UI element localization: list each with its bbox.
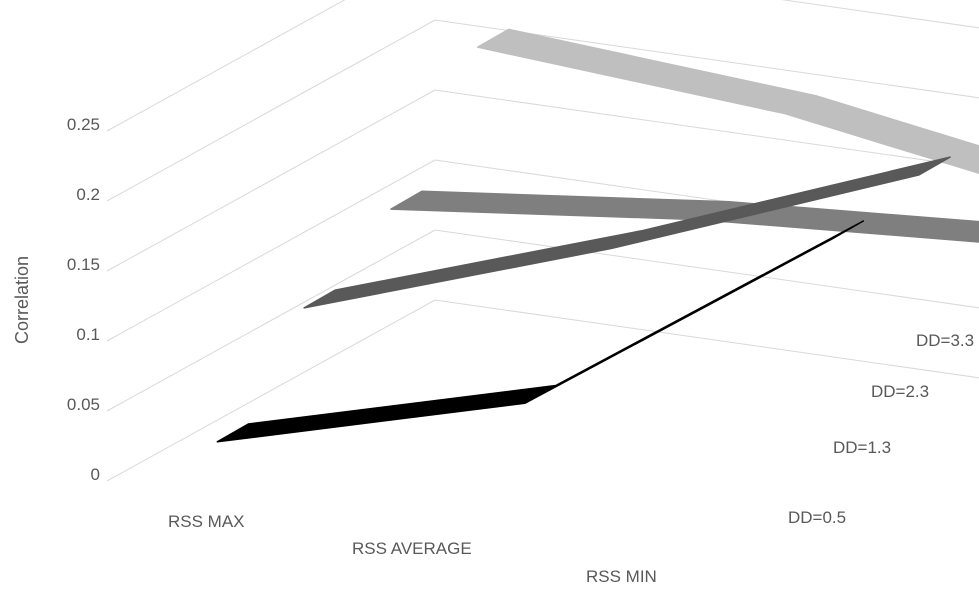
x-category-label: RSS MIN — [586, 567, 657, 586]
series-label: DD=2.3 — [871, 382, 929, 401]
gridline-back-wall — [434, 299, 979, 379]
y-tick-label: 0.05 — [67, 395, 100, 414]
y-tick-label: 0.25 — [67, 115, 100, 134]
x-category-label: RSS AVERAGE — [352, 539, 472, 558]
y-tick-label: 0.15 — [67, 255, 100, 274]
y-tick-label: 0 — [91, 465, 100, 484]
gridline-left-wall — [106, 0, 346, 132]
gridline-left-wall — [106, 159, 436, 342]
y-tick-label: 0.2 — [76, 185, 100, 204]
series-ribbon-dd-1-3 — [303, 156, 951, 309]
grid-layer — [106, 0, 979, 482]
gridline-left-wall — [106, 299, 436, 482]
series-label: DD=1.3 — [833, 438, 891, 457]
gridline-back-wall — [781, 0, 979, 29]
gridline-back-wall — [434, 89, 979, 169]
series-ribbon-dd-3-3 — [476, 28, 979, 175]
y-tick-label: 0.1 — [76, 325, 100, 344]
gridline-left-wall — [106, 19, 436, 202]
gridline-back-wall — [434, 19, 979, 99]
series-label: DD=0.5 — [788, 508, 846, 527]
y-axis-title: Correlation — [12, 256, 32, 344]
gridline-left-wall — [106, 229, 436, 412]
series-label: DD=3.3 — [916, 331, 974, 350]
series-ribbon-dd-2-3 — [390, 190, 979, 243]
gridline-left-wall — [106, 89, 436, 272]
gridline-back-wall — [434, 229, 979, 309]
label-layer: 0 0.05 0.1 0.15 0.2 0.25 RSS MAX RSS AVERAGE RSS… — [67, 115, 974, 586]
series-ribbon-dd-0-5 — [216, 220, 865, 443]
x-category-label: RSS MAX — [168, 512, 245, 531]
series-layer — [216, 28, 979, 443]
